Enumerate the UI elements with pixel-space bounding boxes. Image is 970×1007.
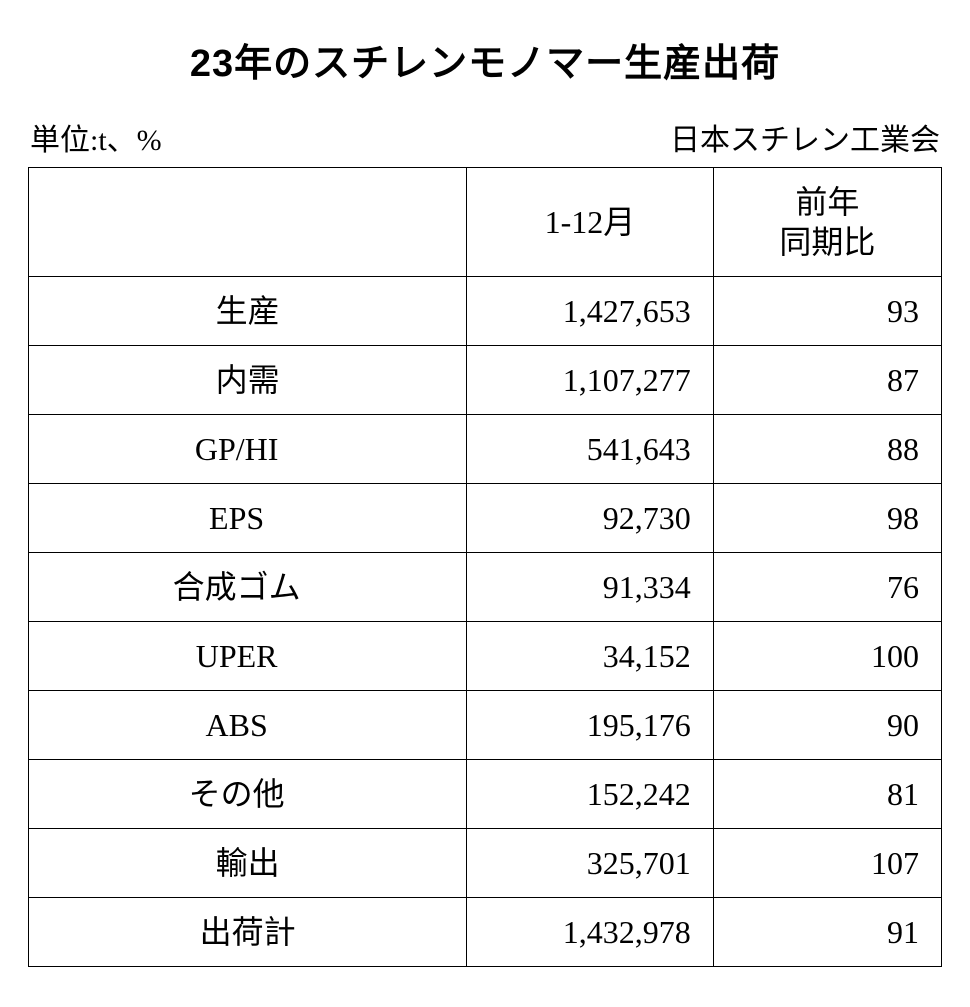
row-yoy: 98 xyxy=(713,484,941,553)
col-header-blank xyxy=(29,168,467,277)
row-label: その他 xyxy=(29,760,467,829)
table-row: GP/HI541,64388 xyxy=(29,415,942,484)
table-row: UPER34,152100 xyxy=(29,622,942,691)
row-yoy: 87 xyxy=(713,346,941,415)
row-label: 出荷計 xyxy=(29,898,467,967)
row-value: 541,643 xyxy=(467,415,714,484)
row-label: 輸出 xyxy=(29,829,467,898)
unit-label: 単位:t、% xyxy=(30,115,162,159)
row-yoy: 91 xyxy=(713,898,941,967)
row-value: 195,176 xyxy=(467,691,714,760)
row-value: 1,432,978 xyxy=(467,898,714,967)
row-label: 合成ゴム xyxy=(29,553,467,622)
data-table: 1-12月 前年同期比 生産1,427,65393内需1,107,27787GP… xyxy=(28,167,942,967)
table-row: 出荷計1,432,97891 xyxy=(29,898,942,967)
row-yoy: 93 xyxy=(713,277,941,346)
row-label: 生産 xyxy=(29,277,467,346)
table-row: 合成ゴム91,33476 xyxy=(29,553,942,622)
table-body: 生産1,427,65393内需1,107,27787GP/HI541,64388… xyxy=(29,277,942,967)
row-value: 91,334 xyxy=(467,553,714,622)
source-label: 日本スチレン工業会 xyxy=(670,115,940,159)
row-yoy: 107 xyxy=(713,829,941,898)
row-label: GP/HI xyxy=(29,415,467,484)
table-row: 内需1,107,27787 xyxy=(29,346,942,415)
table-head: 1-12月 前年同期比 xyxy=(29,168,942,277)
row-value: 34,152 xyxy=(467,622,714,691)
meta-row: 単位:t、% 日本スチレン工業会 xyxy=(28,115,942,167)
col-header-yoy: 前年同期比 xyxy=(713,168,941,277)
row-yoy: 76 xyxy=(713,553,941,622)
table-row: その他152,24281 xyxy=(29,760,942,829)
row-value: 92,730 xyxy=(467,484,714,553)
page-title: 23年のスチレンモノマー生産出荷 xyxy=(28,32,942,87)
table-row: 生産1,427,65393 xyxy=(29,277,942,346)
table-header-row: 1-12月 前年同期比 xyxy=(29,168,942,277)
row-yoy: 81 xyxy=(713,760,941,829)
row-yoy: 90 xyxy=(713,691,941,760)
row-value: 325,701 xyxy=(467,829,714,898)
table-row: EPS92,73098 xyxy=(29,484,942,553)
row-label: EPS xyxy=(29,484,467,553)
table-row: 輸出325,701107 xyxy=(29,829,942,898)
row-label: UPER xyxy=(29,622,467,691)
row-label: 内需 xyxy=(29,346,467,415)
row-yoy: 88 xyxy=(713,415,941,484)
row-value: 1,427,653 xyxy=(467,277,714,346)
table-row: ABS195,17690 xyxy=(29,691,942,760)
row-value: 1,107,277 xyxy=(467,346,714,415)
row-yoy: 100 xyxy=(713,622,941,691)
page: 23年のスチレンモノマー生産出荷 単位:t、% 日本スチレン工業会 1-12月 … xyxy=(0,0,970,1007)
col-header-period: 1-12月 xyxy=(467,168,714,277)
row-value: 152,242 xyxy=(467,760,714,829)
row-label: ABS xyxy=(29,691,467,760)
